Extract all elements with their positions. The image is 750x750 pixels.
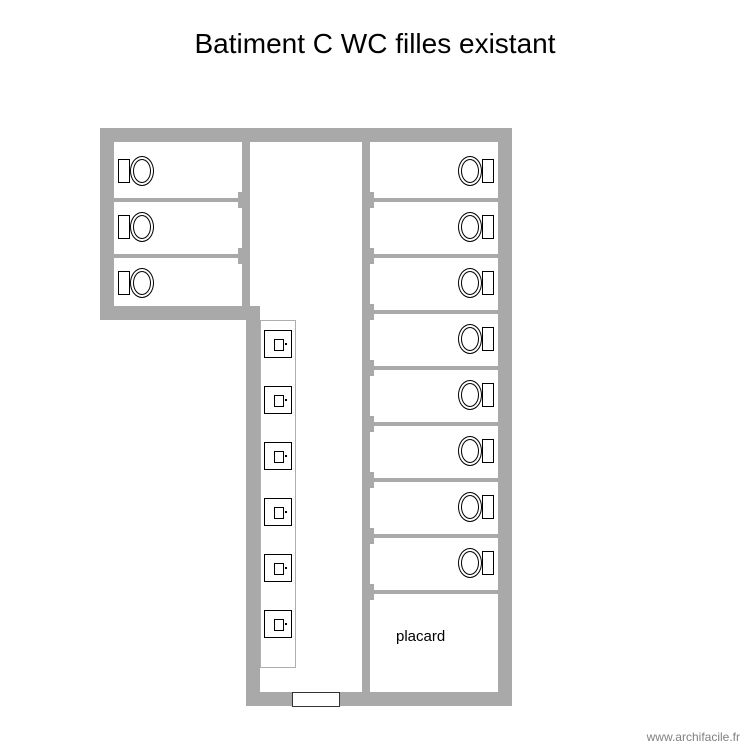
left-stall-div-2 (114, 254, 242, 258)
toilet-right-4 (458, 324, 494, 352)
sink-4 (264, 498, 292, 526)
toilet-right-3 (458, 268, 494, 296)
door-opening (292, 692, 340, 707)
watermark: www.archifacile.fr (647, 730, 740, 744)
wall-left-upper (100, 128, 114, 320)
wall-right-column-partition (362, 142, 370, 692)
wall-top (100, 128, 512, 142)
wall-left-lower (246, 306, 260, 706)
left-stall-div-1 (114, 198, 242, 202)
right-stall-div-6 (370, 478, 498, 482)
r-end-1 (370, 192, 374, 208)
toilet-left-2 (118, 212, 154, 240)
r-end-2 (370, 248, 374, 264)
wall-right (498, 128, 512, 706)
wall-bottom (246, 692, 512, 706)
toilet-left-3 (118, 268, 154, 296)
right-stall-div-2 (370, 254, 498, 258)
left-stall-end-1 (238, 192, 242, 208)
r-end-4 (370, 360, 374, 376)
r-end-3 (370, 304, 374, 320)
toilet-right-2 (458, 212, 494, 240)
right-stall-div-7 (370, 534, 498, 538)
left-stall-end-2 (238, 248, 242, 264)
sink-2 (264, 386, 292, 414)
toilet-right-8 (458, 548, 494, 576)
toilet-right-7 (458, 492, 494, 520)
placard-label: placard (396, 628, 445, 645)
toilet-right-6 (458, 436, 494, 464)
wall-notch-bottom (100, 306, 260, 320)
r-end-8 (370, 584, 374, 600)
right-stall-div-1 (370, 198, 498, 202)
toilet-left-1 (118, 156, 154, 184)
placard-div (370, 590, 498, 594)
sink-5 (264, 554, 292, 582)
right-stall-div-3 (370, 310, 498, 314)
toilet-right-5 (458, 380, 494, 408)
toilet-right-1 (458, 156, 494, 184)
right-stall-div-4 (370, 366, 498, 370)
sink-6 (264, 610, 292, 638)
r-end-7 (370, 528, 374, 544)
page-title: Batiment C WC filles existant (0, 0, 750, 60)
sink-1 (264, 330, 292, 358)
right-stall-div-5 (370, 422, 498, 426)
r-end-5 (370, 416, 374, 432)
r-end-6 (370, 472, 374, 488)
wall-left-block-partition (242, 142, 250, 306)
sink-3 (264, 442, 292, 470)
floor-plan: placard (100, 128, 512, 706)
